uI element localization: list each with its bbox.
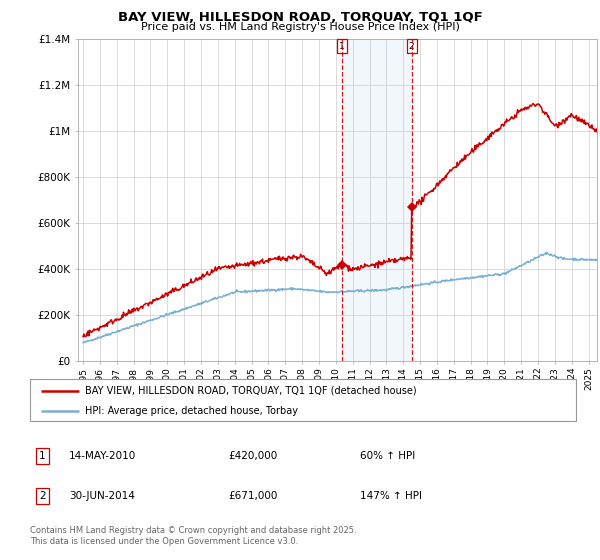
Text: Contains HM Land Registry data © Crown copyright and database right 2025.
This d: Contains HM Land Registry data © Crown c…: [30, 526, 356, 546]
Text: Price paid vs. HM Land Registry's House Price Index (HPI): Price paid vs. HM Land Registry's House …: [140, 22, 460, 32]
Text: BAY VIEW, HILLESDON ROAD, TORQUAY, TQ1 1QF (detached house): BAY VIEW, HILLESDON ROAD, TORQUAY, TQ1 1…: [85, 386, 416, 396]
Text: BAY VIEW, HILLESDON ROAD, TORQUAY, TQ1 1QF: BAY VIEW, HILLESDON ROAD, TORQUAY, TQ1 1…: [118, 11, 482, 24]
Text: 147% ↑ HPI: 147% ↑ HPI: [360, 491, 422, 501]
Text: £420,000: £420,000: [228, 451, 277, 461]
Text: £671,000: £671,000: [228, 491, 277, 501]
Bar: [342, 39, 412, 361]
Text: 2: 2: [39, 491, 46, 501]
Text: HPI: Average price, detached house, Torbay: HPI: Average price, detached house, Torb…: [85, 405, 298, 416]
Text: 14-MAY-2010: 14-MAY-2010: [69, 451, 136, 461]
Text: 60% ↑ HPI: 60% ↑ HPI: [360, 451, 415, 461]
Text: 2: 2: [409, 41, 415, 50]
Text: 1: 1: [39, 451, 46, 461]
FancyBboxPatch shape: [30, 379, 576, 421]
Text: 30-JUN-2014: 30-JUN-2014: [69, 491, 135, 501]
Text: 1: 1: [339, 41, 345, 50]
